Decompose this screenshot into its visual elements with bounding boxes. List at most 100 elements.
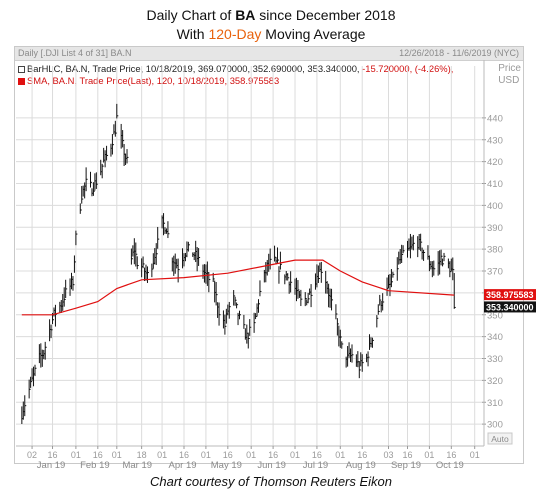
x-month-label: Aug 19 (346, 460, 376, 471)
price-bar (401, 244, 404, 264)
price-bar (54, 304, 57, 327)
y-tick-label: 430 (487, 135, 503, 146)
price-bar (122, 130, 125, 148)
price-bar (300, 289, 303, 307)
price-bar (376, 315, 379, 328)
price-bar (310, 284, 313, 308)
price-bar (167, 221, 170, 239)
price-bar (331, 288, 334, 311)
price-bar (72, 276, 75, 291)
price-bar (371, 337, 374, 348)
price-bar (73, 255, 76, 273)
y-tick-label: 350 (487, 310, 503, 321)
price-tags: 358.975583 353.340000 (484, 289, 536, 313)
x-tick-label: 01 (71, 450, 81, 460)
price-bar (50, 324, 53, 339)
x-tick-label: 16 (446, 450, 456, 460)
x-month-label: Sep 19 (391, 460, 421, 471)
price-bar (157, 226, 160, 249)
price-bar (135, 242, 138, 267)
chart-title: Daily Chart of BA since December 2018 Wi… (0, 6, 542, 44)
y-tick-label: 340 (487, 332, 503, 343)
y-tick-label: 330 (487, 354, 503, 365)
price-bar (92, 182, 95, 196)
panel-header: Daily [.DJI List 4 of 31] BA.N 12/26/201… (15, 47, 523, 61)
sma-series-icon (18, 78, 25, 85)
currency-label: USD (498, 75, 520, 86)
price-bar (106, 145, 109, 161)
y-tick-label: 300 (487, 420, 503, 431)
price-bar (126, 149, 129, 164)
price-bar (420, 233, 423, 252)
price-bar (449, 261, 452, 278)
title-ticker: BA (235, 7, 256, 23)
x-tick-label: 01 (335, 450, 345, 460)
x-tick-label: 16 (357, 450, 367, 460)
x-axis: 02 16 01 16 01 18 01 16 01 16 01 16 01 16 01 16 03 16 01 16… (16, 432, 513, 471)
price-bar (297, 280, 300, 299)
price-bar (390, 269, 393, 288)
x-tick-label: 16 (48, 450, 58, 460)
price-bars (21, 103, 456, 425)
price-bar (423, 249, 426, 261)
price-bar (453, 273, 456, 309)
x-tick-label: 01 (112, 450, 122, 460)
x-tick-label: 16 (93, 450, 103, 460)
price-bar (442, 258, 445, 267)
last-price-tag-text: 353.340000 (486, 302, 534, 312)
x-month-label: Jul 19 (303, 460, 328, 471)
price-bar (215, 282, 218, 306)
price-bar (278, 266, 281, 284)
price-bar (304, 292, 307, 307)
last-price-tag: 353.340000 (484, 301, 536, 313)
price-bar (382, 293, 385, 311)
y-tick-label: 380 (487, 245, 503, 256)
price-bar (79, 203, 82, 214)
price-bar (269, 248, 272, 270)
price-bar (101, 163, 104, 179)
price-bar (28, 379, 31, 399)
price-bar (34, 364, 37, 377)
price-bar (218, 302, 221, 326)
y-tick-label: 420 (487, 157, 503, 168)
subtitle-prefix: With (176, 26, 209, 42)
sma-value-tag: 358.975583 (484, 289, 536, 301)
y-tick-label: 390 (487, 223, 503, 234)
title-line-2: With 120-Day Moving Average (0, 25, 542, 44)
price-bar (63, 287, 66, 307)
x-tick-label: 02 (27, 450, 37, 460)
price-bar (339, 329, 342, 348)
sma-tag-text: 358.975583 (486, 290, 534, 300)
price-bar (379, 294, 382, 306)
y-tick-label: 370 (487, 267, 503, 278)
price-bar (234, 296, 237, 306)
price-bar (335, 304, 338, 320)
price-bar (279, 251, 282, 270)
x-tick-label: 01 (290, 450, 300, 460)
price-bar (307, 292, 310, 304)
legend-price-text: BarHLC, BA.N, Trade Price, 10/18/2019, 3… (27, 63, 363, 74)
price-bar (317, 265, 320, 283)
price-bar (30, 376, 33, 388)
price-bar (412, 234, 415, 251)
subtitle-suffix: Moving Average (261, 26, 366, 42)
zoom-button[interactable] (487, 432, 513, 445)
price-bar (358, 361, 361, 379)
price-bar (243, 314, 246, 329)
price-bar (341, 341, 344, 349)
price-axis-title: Price USD (498, 63, 521, 87)
y-axis: 3003103203303403503603703803904004104204… (482, 60, 503, 446)
price-bar (377, 304, 380, 315)
zoom-label: Auto (491, 434, 509, 444)
price-bar (253, 312, 256, 333)
price-bar (44, 341, 47, 360)
price-bar (320, 261, 323, 283)
price-bar (95, 172, 98, 189)
price-bar (239, 310, 242, 320)
price-bar (65, 279, 68, 299)
legend-sma[interactable]: SMA, BA.N, Trade Price(Last), 120, 10/18… (18, 75, 279, 87)
subtitle-highlight: 120-Day (208, 26, 262, 42)
price-bar (257, 299, 260, 313)
price-label: Price (498, 63, 521, 74)
